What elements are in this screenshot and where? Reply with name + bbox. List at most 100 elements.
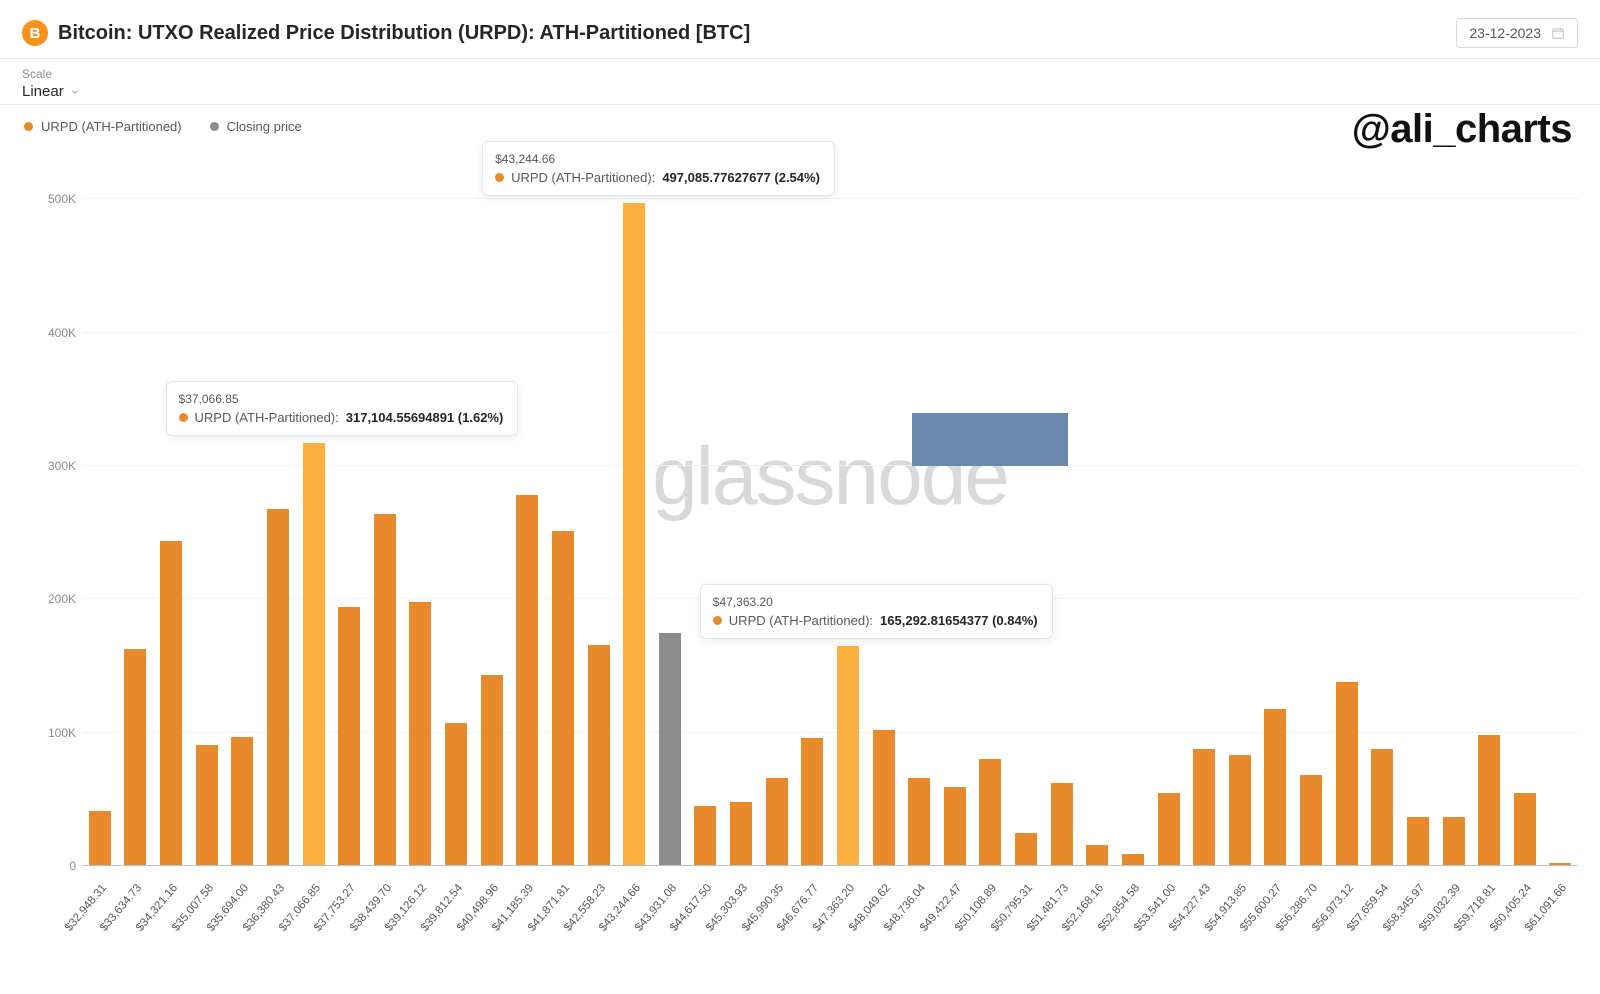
- bar[interactable]: [730, 802, 752, 866]
- legend-dot: [210, 122, 219, 131]
- bar[interactable]: [694, 806, 716, 866]
- bitcoin-icon: B: [22, 20, 48, 46]
- bar[interactable]: [1264, 709, 1286, 866]
- bar[interactable]: [267, 509, 289, 866]
- y-tick: 400K: [22, 326, 76, 340]
- bar-cell: [1400, 146, 1436, 866]
- tooltip-row: URPD (ATH-Partitioned): 497,085.77627677…: [495, 170, 820, 185]
- bar-cell: [438, 146, 474, 866]
- bar[interactable]: [338, 607, 360, 866]
- y-tick: 500K: [22, 192, 76, 206]
- bar-cell: [331, 146, 367, 866]
- bar-cell: [474, 146, 510, 866]
- date-value: 23-12-2023: [1469, 25, 1541, 41]
- bar[interactable]: [303, 443, 325, 866]
- bar[interactable]: [1229, 755, 1251, 866]
- bar[interactable]: [516, 495, 538, 866]
- bar-cell: [830, 146, 866, 866]
- bar[interactable]: [1443, 817, 1465, 866]
- legend-dot: [24, 122, 33, 131]
- legend-items: URPD (ATH-Partitioned) Closing price: [24, 119, 302, 134]
- tooltip-dot-icon: [495, 173, 504, 182]
- legend-item[interactable]: URPD (ATH-Partitioned): [24, 119, 182, 134]
- date-picker[interactable]: 23-12-2023: [1456, 18, 1578, 48]
- tooltip: $43,244.66URPD (ATH-Partitioned): 497,08…: [482, 141, 835, 196]
- bar-cell: [937, 146, 973, 866]
- scale-value: Linear: [22, 83, 64, 100]
- bar[interactable]: [1193, 749, 1215, 866]
- bar[interactable]: [1514, 793, 1536, 866]
- bar[interactable]: [766, 778, 788, 866]
- bar-cell: [901, 146, 937, 866]
- title-group: B Bitcoin: UTXO Realized Price Distribut…: [22, 20, 750, 46]
- bar[interactable]: [659, 633, 681, 866]
- bar[interactable]: [1158, 793, 1180, 866]
- calendar-icon: [1551, 26, 1565, 40]
- bar-cell: [367, 146, 403, 866]
- y-axis: 0100K200K300K400K500K: [22, 146, 82, 866]
- bar[interactable]: [1371, 749, 1393, 866]
- bar[interactable]: [588, 645, 610, 866]
- tooltip: $47,363.20URPD (ATH-Partitioned): 165,29…: [700, 584, 1053, 639]
- bar-cell: [403, 146, 439, 866]
- tooltip-row: URPD (ATH-Partitioned): 165,292.81654377…: [713, 613, 1038, 628]
- scale-selector[interactable]: Scale Linear: [22, 67, 80, 100]
- bar[interactable]: [623, 203, 645, 866]
- bar-cell: [545, 146, 581, 866]
- bar-cell: [1471, 146, 1507, 866]
- baseline: [82, 865, 1578, 866]
- tooltip-dot-icon: [713, 616, 722, 625]
- bar-cell: [1115, 146, 1151, 866]
- bar[interactable]: [89, 811, 111, 866]
- bar[interactable]: [801, 738, 823, 866]
- bar-cell: [973, 146, 1009, 866]
- bar-cell: [260, 146, 296, 866]
- bar-cell: [759, 146, 795, 866]
- bar[interactable]: [908, 778, 930, 866]
- bar[interactable]: [124, 649, 146, 866]
- bar-cell: [1365, 146, 1401, 866]
- tooltip-series: URPD (ATH-Partitioned):: [729, 613, 873, 628]
- bar[interactable]: [1015, 833, 1037, 866]
- tooltip-dot-icon: [179, 413, 188, 422]
- controls-row: Scale Linear: [0, 59, 1600, 105]
- y-tick: 0: [22, 859, 76, 873]
- bar[interactable]: [196, 745, 218, 866]
- bar-cell: [795, 146, 831, 866]
- bar[interactable]: [481, 675, 503, 866]
- bar[interactable]: [873, 730, 895, 866]
- bar[interactable]: [979, 759, 1001, 866]
- bar[interactable]: [445, 723, 467, 866]
- bar-cell: [82, 146, 118, 866]
- y-tick: 200K: [22, 592, 76, 606]
- bar[interactable]: [1478, 735, 1500, 866]
- bar-cell: [1186, 146, 1222, 866]
- bar[interactable]: [1086, 845, 1108, 866]
- bar[interactable]: [1407, 817, 1429, 866]
- bar-cell: [1258, 146, 1294, 866]
- bar[interactable]: [160, 541, 182, 866]
- bar-cell: [1222, 146, 1258, 866]
- bar-cell: [1151, 146, 1187, 866]
- bar-cell: [1293, 146, 1329, 866]
- bar-cell: [581, 146, 617, 866]
- bar-cell: [652, 146, 688, 866]
- bar-cell: [1436, 146, 1472, 866]
- bar[interactable]: [374, 514, 396, 866]
- bar[interactable]: [409, 602, 431, 866]
- bar[interactable]: [231, 737, 253, 866]
- bar[interactable]: [1051, 783, 1073, 866]
- tooltip-value: 165,292.81654377 (0.84%): [880, 613, 1038, 628]
- bar[interactable]: [837, 646, 859, 866]
- tooltip-value: 497,085.77627677 (2.54%): [662, 170, 820, 185]
- bar[interactable]: [1336, 682, 1358, 866]
- tooltip-row: URPD (ATH-Partitioned): 317,104.55694891…: [179, 410, 504, 425]
- legend-label: Closing price: [227, 119, 302, 134]
- bar[interactable]: [1300, 775, 1322, 866]
- bar-cell: [153, 146, 189, 866]
- legend-row: URPD (ATH-Partitioned)Closing price @ali…: [0, 105, 1600, 138]
- legend-item[interactable]: Closing price: [210, 119, 302, 134]
- bar[interactable]: [944, 787, 966, 866]
- header: B Bitcoin: UTXO Realized Price Distribut…: [0, 0, 1600, 59]
- bar[interactable]: [552, 531, 574, 866]
